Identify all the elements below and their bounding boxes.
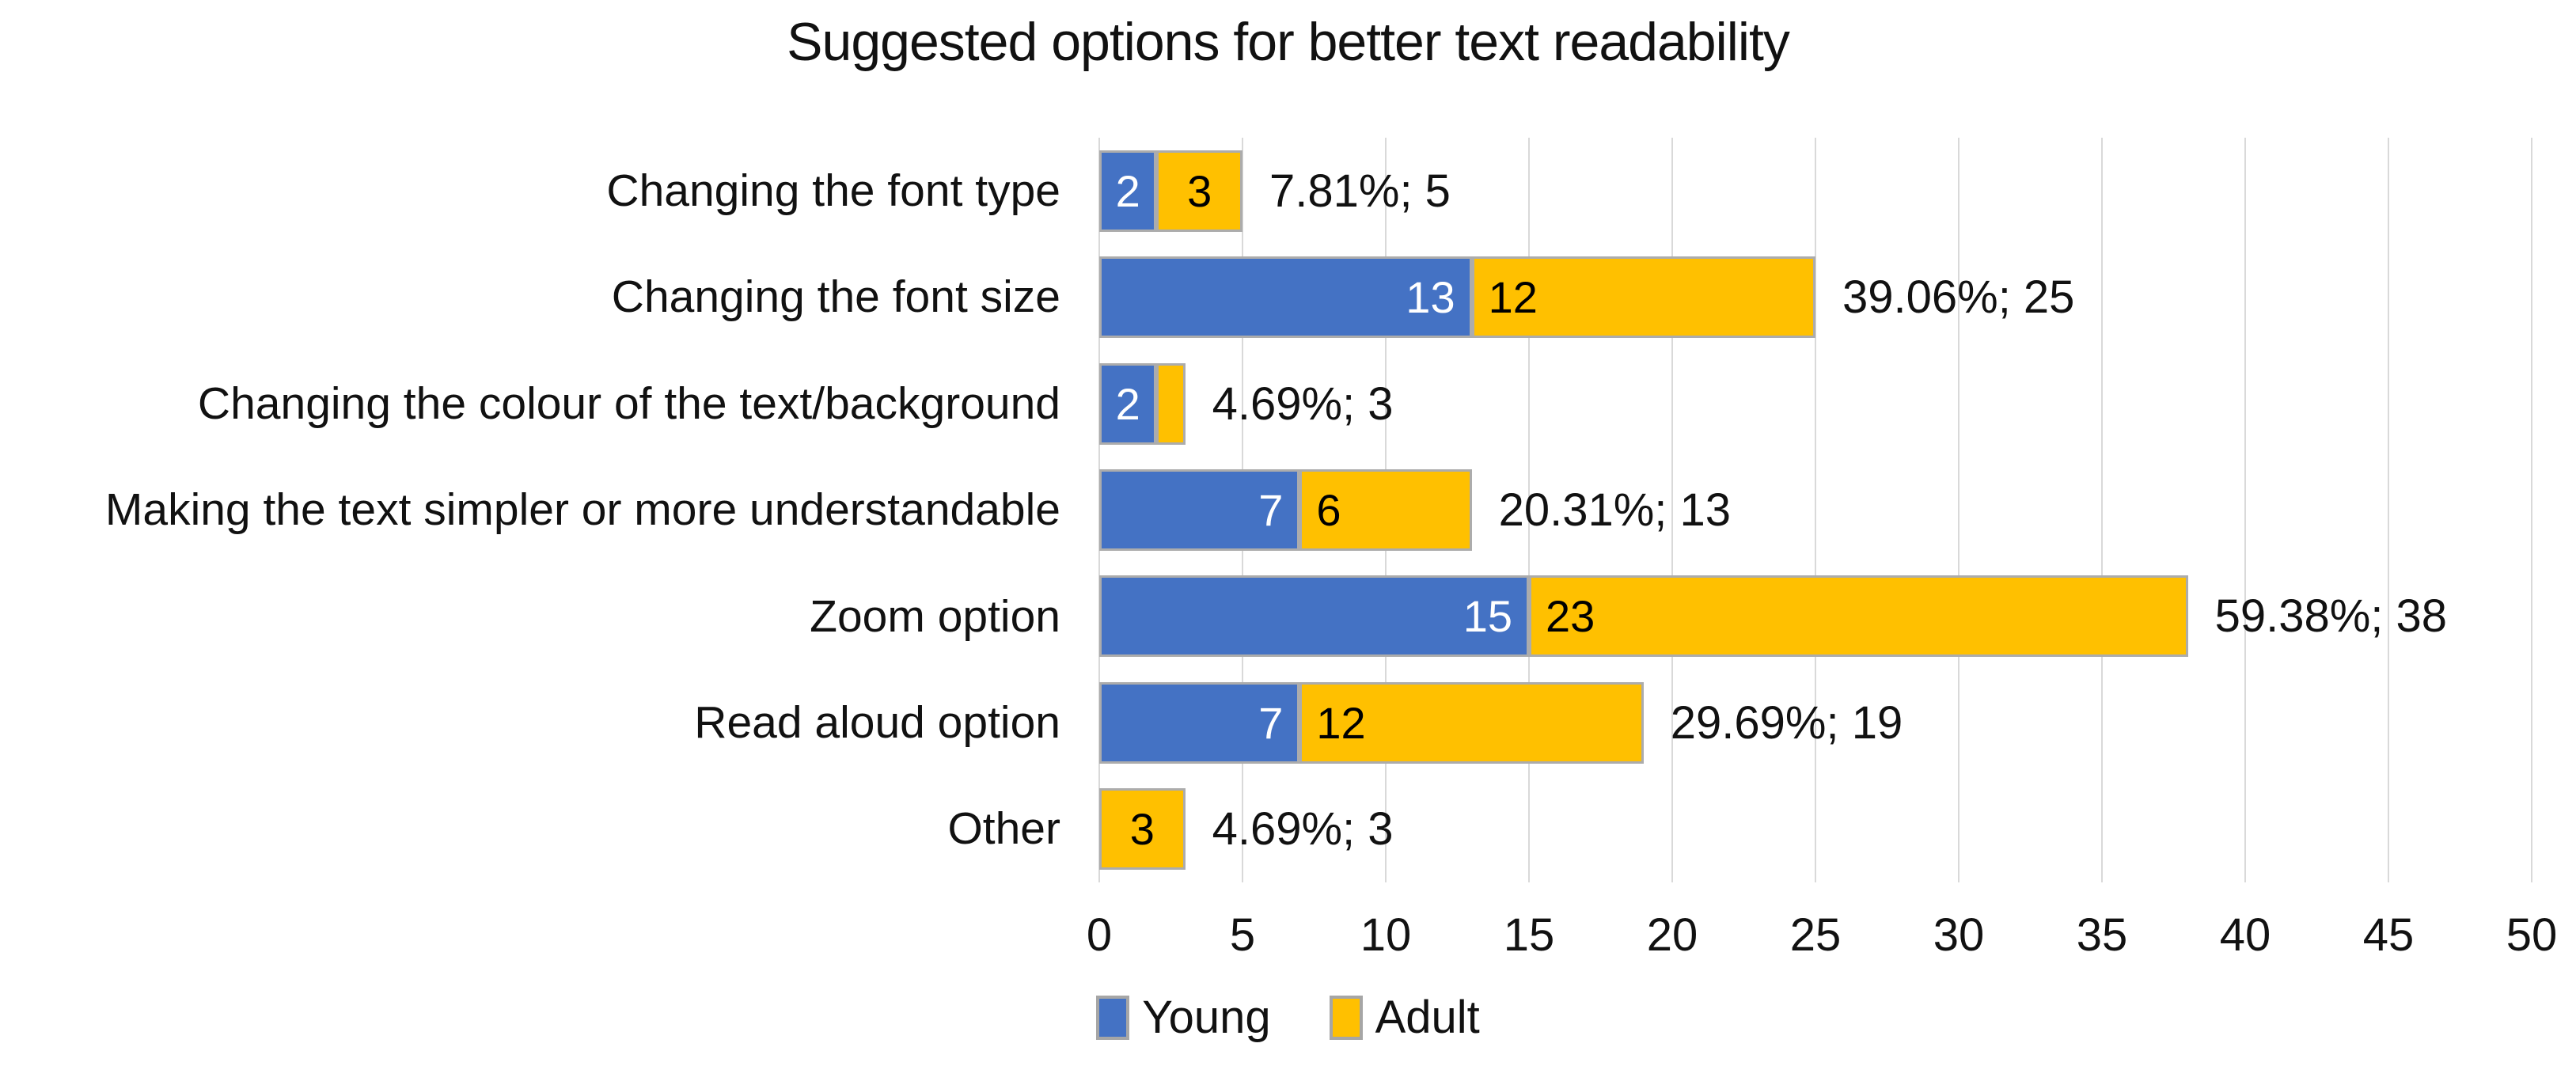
total-label: 4.69%; 3 xyxy=(1212,377,1394,430)
legend-swatch xyxy=(1096,995,1130,1040)
bar-row: 7 6 20.31%; 13 xyxy=(1099,457,2532,563)
gridline xyxy=(1958,138,1960,882)
legend-item: Adult xyxy=(1329,991,1480,1044)
category-label: Zoom option xyxy=(810,590,1060,642)
plot-area: 2 3 7.81%; 5 13 12 39.06%; 25 2 4.69%; 3 7 6 20.31… xyxy=(1098,138,2532,882)
segment-value-label: 13 xyxy=(1406,272,1455,323)
x-tick-label: 50 xyxy=(2506,909,2558,961)
segment-value-label: 2 xyxy=(1115,165,1140,216)
category-label: Changing the font type xyxy=(606,165,1060,216)
legend-label: Adult xyxy=(1375,992,1480,1043)
segment-value-label: 6 xyxy=(1316,484,1341,535)
x-tick-label: 20 xyxy=(1646,909,1698,961)
x-tick-label: 0 xyxy=(1086,909,1113,961)
segment-value-label: 7 xyxy=(1258,697,1284,748)
x-tick-label: 30 xyxy=(1933,909,1985,961)
bar-row: 2 3 7.81%; 5 xyxy=(1099,138,2532,244)
total-label: 20.31%; 13 xyxy=(1498,484,1732,536)
category-label: Other xyxy=(947,803,1060,855)
segment-value-label: 7 xyxy=(1258,484,1284,535)
category-label: Read aloud option xyxy=(694,697,1060,748)
gridline xyxy=(2244,138,2246,882)
x-tick-label: 35 xyxy=(2076,909,2128,961)
bar-row: 7 12 29.69%; 19 xyxy=(1099,670,2532,776)
bar-segment-adult: 3 xyxy=(1099,788,1186,871)
bar-segment-adult xyxy=(1156,362,1186,445)
bar-segment-young: 2 xyxy=(1099,362,1157,445)
bar-segment-adult: 3 xyxy=(1156,150,1242,232)
x-tick-label: 25 xyxy=(1789,909,1842,961)
bar-row: 3 4.69%; 3 xyxy=(1099,776,2532,882)
bar-segment-young: 15 xyxy=(1099,575,1529,658)
x-tick-label: 10 xyxy=(1360,909,1412,961)
legend-item: Young xyxy=(1096,991,1271,1044)
chart-title: Suggested options for better text readab… xyxy=(787,12,1790,72)
segment-value-label: 12 xyxy=(1316,697,1366,748)
legend-swatch xyxy=(1329,995,1363,1040)
total-label: 7.81%; 5 xyxy=(1269,165,1451,217)
total-label: 4.69%; 3 xyxy=(1212,803,1394,855)
x-tick-label: 15 xyxy=(1503,909,1555,961)
total-label: 59.38%; 38 xyxy=(2214,590,2448,643)
category-label: Changing the colour of the text/backgrou… xyxy=(197,377,1060,429)
x-tick-label: 40 xyxy=(2219,909,2271,961)
bar-row: 15 23 59.38%; 38 xyxy=(1099,563,2532,670)
gridline xyxy=(2388,138,2389,882)
total-label: 29.69%; 19 xyxy=(1670,696,1903,749)
bar-segment-young: 7 xyxy=(1099,681,1300,764)
bar-segment-adult: 6 xyxy=(1299,469,1472,551)
legend-label: Young xyxy=(1142,992,1271,1043)
gridline xyxy=(2101,138,2103,882)
bar-segment-adult: 23 xyxy=(1529,575,2188,658)
segment-value-label: 23 xyxy=(1546,591,1595,642)
bar-segment-adult: 12 xyxy=(1299,681,1644,764)
bar-segment-young: 7 xyxy=(1099,469,1300,551)
gridline xyxy=(2531,138,2532,882)
gridline xyxy=(1671,138,1673,882)
segment-value-label: 3 xyxy=(1187,165,1212,216)
x-tick-label: 45 xyxy=(2362,909,2415,961)
bar-row: 13 12 39.06%; 25 xyxy=(1099,244,2532,350)
segment-value-label: 15 xyxy=(1463,591,1512,642)
segment-value-label: 3 xyxy=(1129,804,1155,855)
bar-segment-adult: 12 xyxy=(1471,256,1815,339)
segment-value-label: 12 xyxy=(1488,272,1538,323)
gridline xyxy=(1815,138,1816,882)
category-label: Making the text simpler or more understa… xyxy=(104,484,1060,536)
bar-segment-young: 2 xyxy=(1099,150,1157,232)
segment-value-label: 2 xyxy=(1115,378,1140,429)
total-label: 39.06%; 25 xyxy=(1842,271,2075,324)
bar-segment-young: 13 xyxy=(1099,256,1472,339)
x-tick-label: 5 xyxy=(1229,909,1256,961)
legend: Young Adult xyxy=(0,991,2576,1044)
gridline xyxy=(1528,138,1530,882)
category-label: Changing the font size xyxy=(611,271,1060,323)
bar-row: 2 4.69%; 3 xyxy=(1099,351,2532,457)
